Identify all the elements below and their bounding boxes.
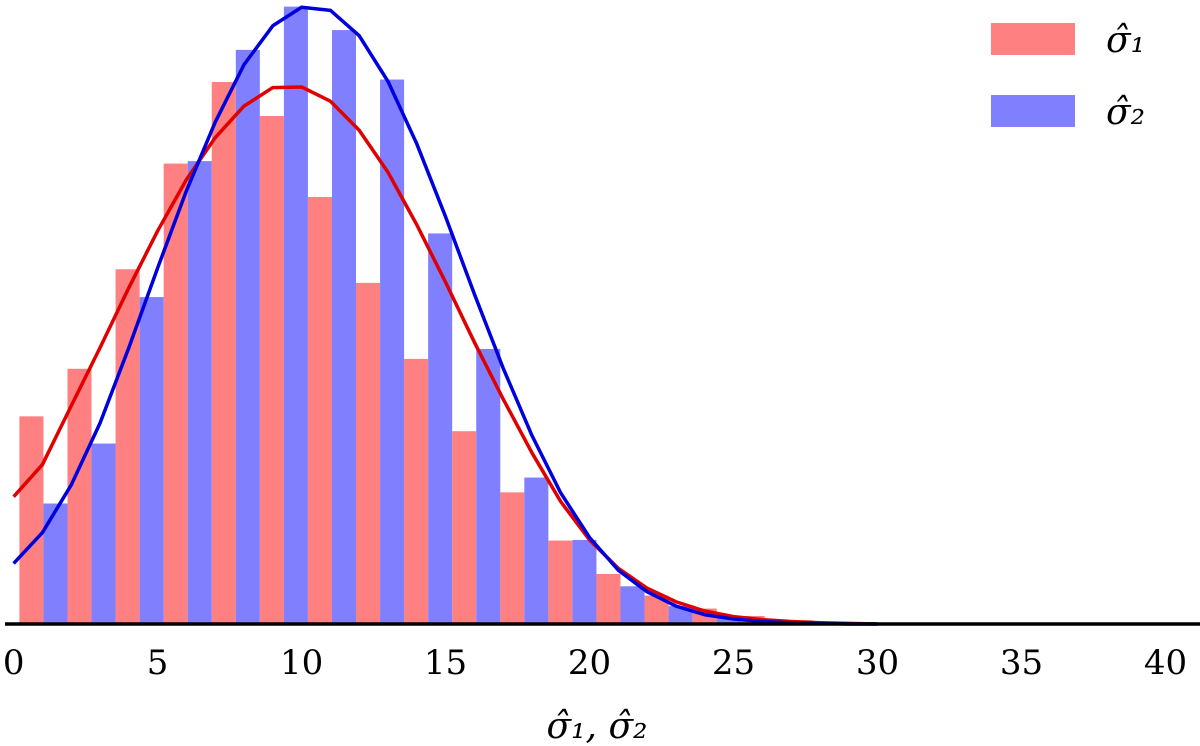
bar-series1-bin-0 [19,416,44,624]
x-tick-label-0: 0 [3,643,25,683]
bar-series1-bin-9 [452,431,477,624]
x-tick-label-35: 35 [1000,643,1043,683]
bar-series1-bin-7 [356,282,381,624]
bar-series1-bin-12 [596,573,621,624]
density-curve-series2 [12,5,878,626]
bar-series2-bin-12 [620,586,645,624]
bar-series2-bin-10 [524,477,549,624]
bar-series2-bin-1 [91,443,116,624]
x-tick-label-20: 20 [568,643,611,683]
legend-label-sigma2: σ̂₂ [1106,92,1145,133]
bar-series1-bin-1 [67,368,92,624]
bar-series2-bin-6 [331,30,357,625]
x-tick-label-30: 30 [856,643,899,683]
bar-series2-bin-4 [235,49,260,625]
curves-layer [12,5,878,626]
legend-swatch-sigma1 [991,23,1075,55]
bar-series2-bin-7 [380,79,405,625]
legend-label-sigma1: σ̂₁ [1106,20,1145,61]
x-axis-label: σ̂₁, σ̂₂ [547,706,648,746]
x-tick-label-25: 25 [712,643,755,683]
bar-series1-bin-8 [404,358,429,624]
x-axis: 0 5 10 15 20 25 30 35 40 [3,622,1200,683]
bar-series2-bin-11 [572,539,597,624]
x-tick-label-15: 15 [424,643,467,683]
legend: σ̂₁ σ̂₂ [991,20,1145,133]
bar-series1-bin-5 [259,116,284,624]
bar-series1-bin-3 [163,163,188,624]
bar-series2-bin-3 [187,161,212,625]
bar-series1-bin-2 [115,269,140,624]
x-tick-label-40: 40 [1144,643,1187,683]
bar-series2-bin-5 [283,6,308,625]
x-tick-label-5: 5 [147,643,169,683]
bar-series1-bin-10 [500,492,525,624]
bar-series2-bin-9 [476,348,501,624]
bars-layer [19,6,861,625]
legend-swatch-sigma2 [991,95,1075,127]
bar-series2-bin-8 [428,233,453,624]
bar-series2-bin-2 [139,297,164,624]
x-tick-label-10: 10 [280,643,323,683]
bar-series1-bin-4 [211,82,236,625]
bar-series1-bin-6 [307,196,332,624]
bar-series1-bin-11 [548,540,573,624]
density-curve-series1 [12,85,878,626]
